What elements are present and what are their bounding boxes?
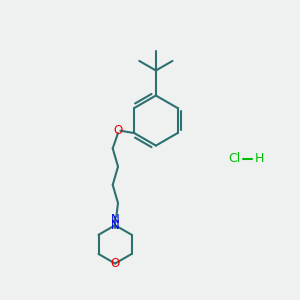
Text: H: H — [254, 152, 264, 165]
Text: Cl: Cl — [228, 152, 240, 165]
Text: O: O — [113, 124, 123, 136]
Text: N: N — [111, 213, 119, 226]
Text: O: O — [110, 257, 120, 270]
Text: N: N — [111, 219, 119, 232]
